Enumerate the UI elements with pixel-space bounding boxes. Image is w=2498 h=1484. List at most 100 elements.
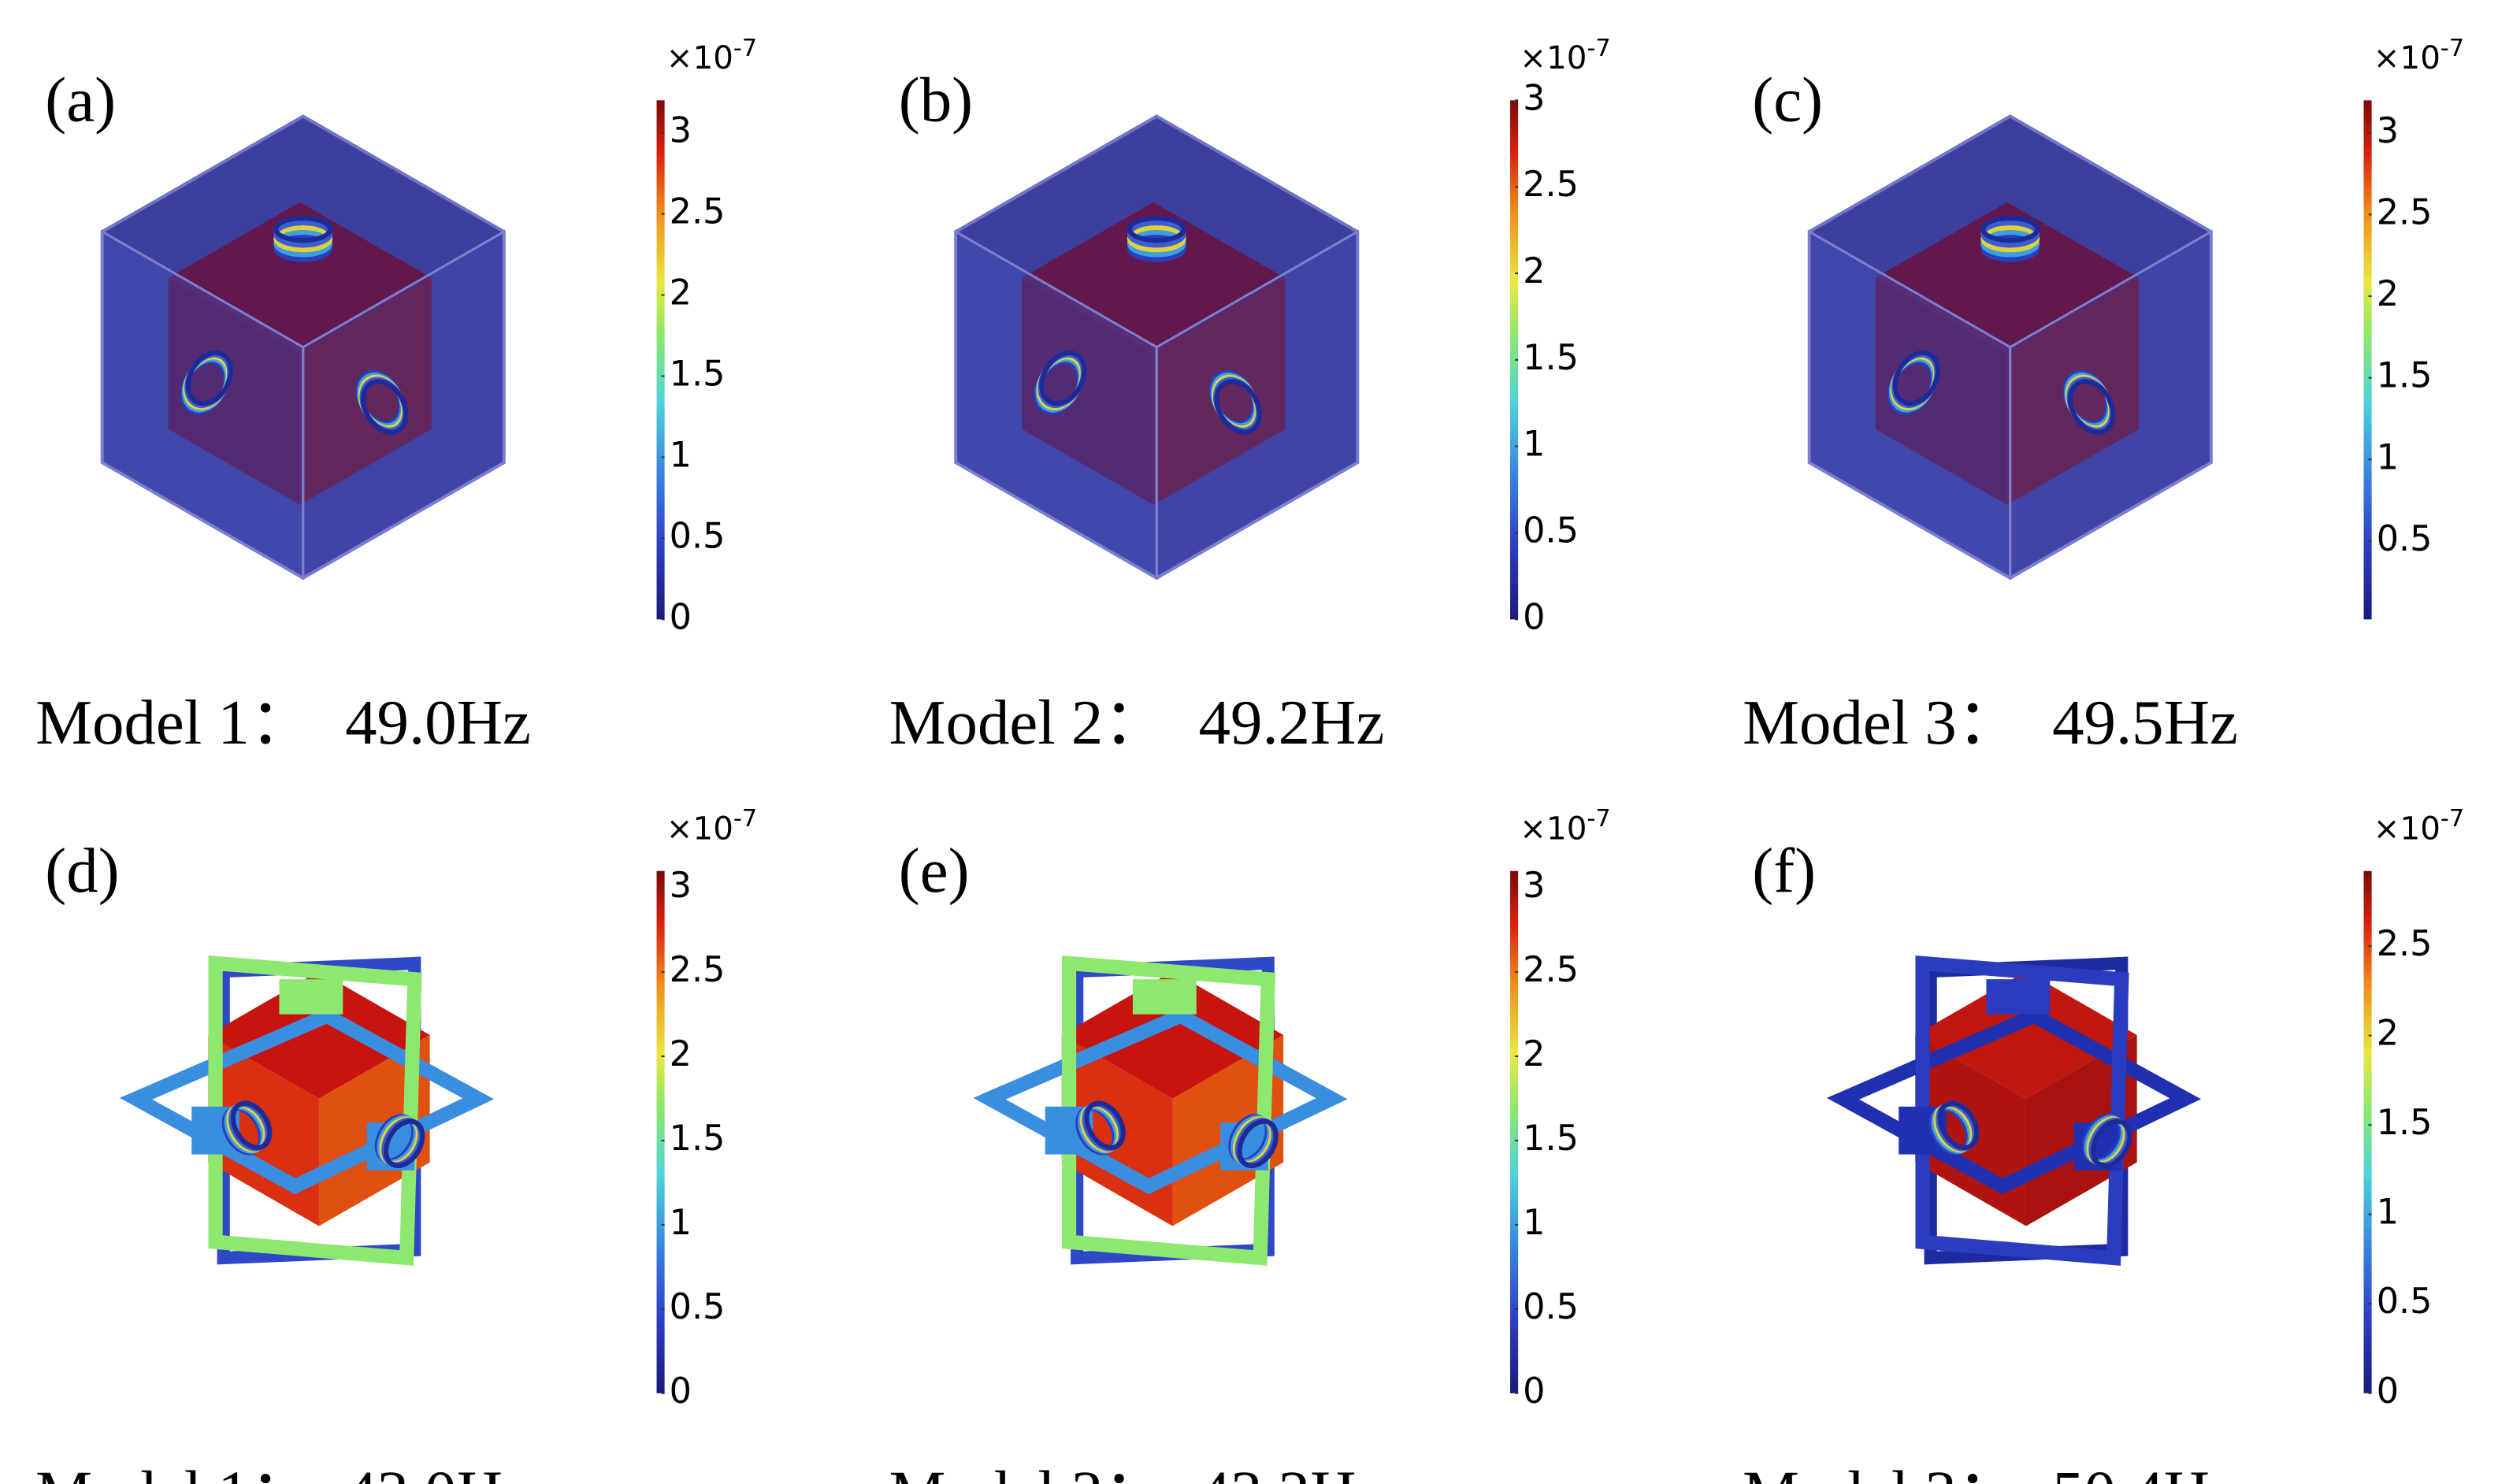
colorbar-tick-label: 3 (1523, 866, 1545, 906)
ring (1039, 350, 1087, 406)
colorbar-tick-label: 0.5 (670, 1287, 726, 1327)
colorbar (1510, 100, 1519, 620)
colorbar-tick-label: 1 (1523, 1203, 1545, 1243)
caption: Model 3： 50.4Hz (1743, 1458, 2238, 1484)
colorbar-tick-label: 1.5 (670, 354, 726, 394)
colorbar-tick-label: 0 (1523, 597, 1545, 637)
colorbar-tick-label: 2 (2377, 1014, 2399, 1054)
colorbar-tick-label: 2 (670, 273, 692, 313)
colorbar-tick-label: 1.5 (1523, 1119, 1579, 1159)
caption: Model 1： 43.0Hz (35, 1458, 531, 1484)
colorbar-tick-label: 2.5 (1523, 950, 1579, 990)
model-render (119, 955, 495, 1266)
colorbar (2363, 870, 2372, 1393)
colorbar-tick-label: 0 (670, 597, 692, 637)
colorbar-tick-label: 2 (1523, 1034, 1545, 1074)
colorbar-tick-label: 0.5 (1523, 511, 1579, 551)
multiplier-base: ×10 (666, 39, 733, 76)
model-render (973, 955, 1348, 1266)
colorbar-tick-label: 1 (1523, 425, 1545, 465)
colorbar-tick-label: 0.5 (670, 516, 726, 556)
panel: (a) Model 1： 49.0Hz ×10-7 0 0.5 1 1.5 2 2.5 3 (35, 35, 757, 758)
ring (230, 1100, 273, 1150)
panel-label: (a) (45, 65, 116, 135)
panel-label: (b) (899, 65, 973, 135)
ring (1937, 1100, 1980, 1150)
ring (1214, 379, 1262, 435)
colorbar-tick-label: 0.5 (2377, 519, 2433, 559)
caption: Model 2： 49.2Hz (889, 688, 1385, 758)
colorbar-tick-label: 0 (1523, 1371, 1545, 1412)
frame-horizontal (119, 1007, 495, 1195)
panel: (e) Model 2： 43.2Hz ×10-7 0 0.5 1 1.5 2 2.5 3 (889, 805, 1611, 1484)
multiplier-base: ×10 (2374, 809, 2440, 847)
panel-label: (d) (45, 836, 119, 906)
cross-plate (1132, 979, 1197, 1015)
cross-plate (1986, 979, 2051, 1015)
ring (384, 1119, 425, 1168)
multiplier-exponent: -7 (733, 35, 757, 62)
colorbar-tick-label: 2.5 (2377, 924, 2433, 964)
colorbar-tick-label: 2 (1523, 251, 1545, 291)
colorbar-multiplier: ×10-7 (2374, 805, 2465, 847)
colorbar-multiplier: ×10-7 (666, 35, 758, 76)
colorbar-tick-label: 2 (670, 1034, 692, 1074)
colorbar (2363, 100, 2372, 620)
colorbar-tick-label: 1 (2377, 437, 2399, 477)
model-render (100, 114, 506, 581)
colorbar-tick-label: 2.5 (1523, 165, 1579, 205)
ring (1237, 1119, 1279, 1168)
colorbar-tick-label: 1 (670, 435, 692, 475)
panel: (c) Model 3： 49.5Hz ×10-7 0.5 1 1.5 2 2.5 3 (1743, 35, 2464, 758)
colorbar-tick-label: 0 (670, 1371, 692, 1412)
multiplier-exponent: -7 (2440, 35, 2464, 62)
colorbar-tick-label: 2.5 (2377, 192, 2433, 232)
colorbar-tick-label: 0 (2377, 1371, 2399, 1412)
colorbar-tick-label: 1 (670, 1203, 692, 1243)
ring (1084, 1100, 1126, 1150)
multiplier-base: ×10 (1520, 39, 1587, 76)
panel: (b) Model 2： 49.2Hz ×10-7 0 0.5 1 1.5 2 2.5 3 (889, 35, 1611, 758)
caption: Model 2： 43.2Hz (889, 1458, 1385, 1484)
model-render (1807, 114, 2213, 581)
colorbar-tick-label: 3 (1523, 78, 1545, 118)
multiplier-exponent: -7 (733, 805, 757, 833)
colorbar-multiplier: ×10-7 (666, 805, 758, 847)
frame-horizontal (1826, 1007, 2202, 1195)
colorbar-tick-label: 1.5 (2377, 1103, 2433, 1143)
panel: (d) Model 1： 43.0Hz ×10-7 0 0.5 1 1.5 2 2.5 3 (35, 805, 757, 1484)
ring (1892, 350, 1941, 406)
multiplier-exponent: -7 (1587, 805, 1610, 833)
ring (2068, 379, 2116, 435)
ring (2091, 1119, 2132, 1168)
ring (361, 379, 409, 435)
ring (273, 215, 333, 243)
colorbar-tick-label: 2.5 (670, 950, 726, 990)
colorbar-tick-label: 1.5 (2377, 356, 2433, 396)
colorbar-tick-label: 2 (2377, 274, 2399, 314)
inner-top (168, 202, 432, 354)
inner-left (1875, 277, 2007, 505)
colorbar-multiplier: ×10-7 (1520, 35, 1611, 76)
panel: (f) Model 3： 50.4Hz ×10-7 0 0.5 1 1.5 2 2.5 (1743, 805, 2464, 1484)
colorbar (656, 100, 665, 620)
panel-label: (e) (899, 836, 970, 906)
caption: Model 1： 49.0Hz (35, 688, 531, 758)
multiplier-exponent: -7 (1587, 35, 1610, 62)
colorbar-tick-label: 0.5 (2377, 1282, 2433, 1322)
colorbar-tick-label: 3 (2377, 111, 2399, 151)
multiplier-base: ×10 (2374, 39, 2440, 76)
colorbar-tick-label: 1.5 (1523, 338, 1579, 378)
cube-top (1061, 971, 1284, 1099)
colorbar-tick-label: 1.5 (670, 1119, 726, 1159)
model-render (954, 114, 1360, 581)
cube-top (1915, 971, 2137, 1099)
frame-horizontal (973, 1007, 1348, 1195)
panel-label: (c) (1752, 65, 1823, 135)
colorbar-tick-label: 3 (670, 111, 692, 151)
colorbar (1510, 870, 1519, 1393)
colorbar-multiplier: ×10-7 (1520, 805, 1611, 847)
inner-top (1875, 202, 2139, 354)
inner-left (1022, 277, 1154, 505)
